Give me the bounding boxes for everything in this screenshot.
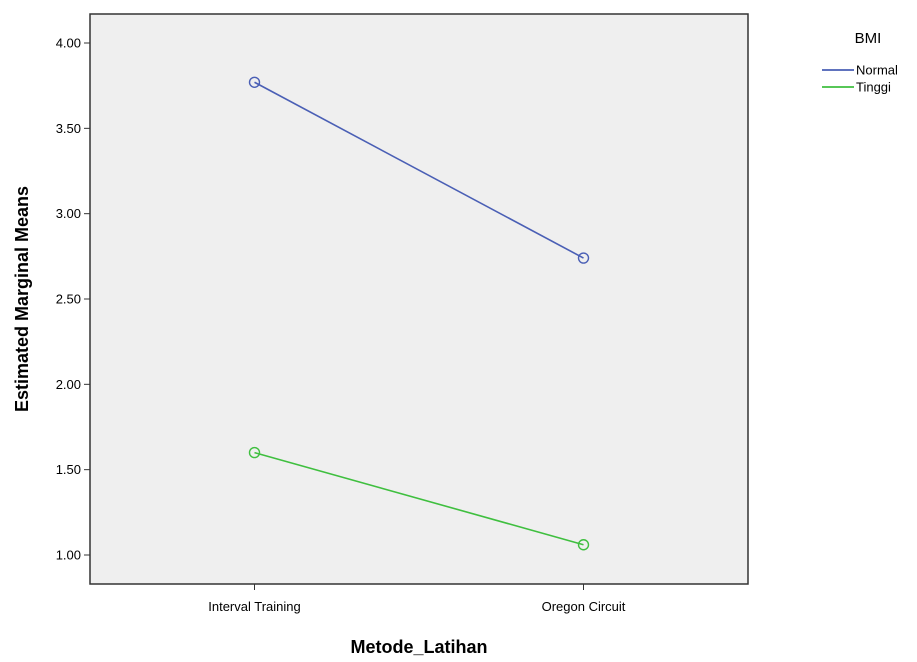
legend-label: Normal — [856, 63, 898, 78]
legend: BMI Normal Tinggi — [822, 30, 898, 95]
y-axis-title: Estimated Marginal Means — [12, 186, 32, 412]
y-tick-label: 1.50 — [56, 462, 81, 477]
x-tick-label: Interval Training — [208, 599, 301, 614]
series-layer — [248, 76, 590, 551]
legend-label: Tinggi — [856, 80, 891, 95]
y-tick-label: 3.50 — [56, 121, 81, 136]
y-tick-label: 3.00 — [56, 206, 81, 221]
x-axis: Interval Training Oregon Circuit — [208, 584, 626, 614]
y-tick-label: 2.00 — [56, 377, 81, 392]
x-axis-title: Metode_Latihan — [350, 637, 487, 657]
x-tick-label: Oregon Circuit — [542, 599, 626, 614]
data-point — [577, 252, 590, 264]
y-tick-label: 4.00 — [56, 36, 81, 51]
data-point — [248, 446, 261, 459]
series-line — [254, 451, 584, 546]
legend-title: BMI — [855, 30, 882, 47]
y-tick-label: 1.00 — [56, 547, 81, 562]
series-line — [254, 81, 584, 259]
plot-area — [89, 13, 749, 585]
data-point — [577, 539, 590, 551]
y-axis: 1.00 1.50 2.00 2.50 3.00 3.50 4.00 — [56, 36, 90, 562]
data-point — [248, 76, 261, 88]
y-tick-label: 2.50 — [56, 292, 81, 307]
